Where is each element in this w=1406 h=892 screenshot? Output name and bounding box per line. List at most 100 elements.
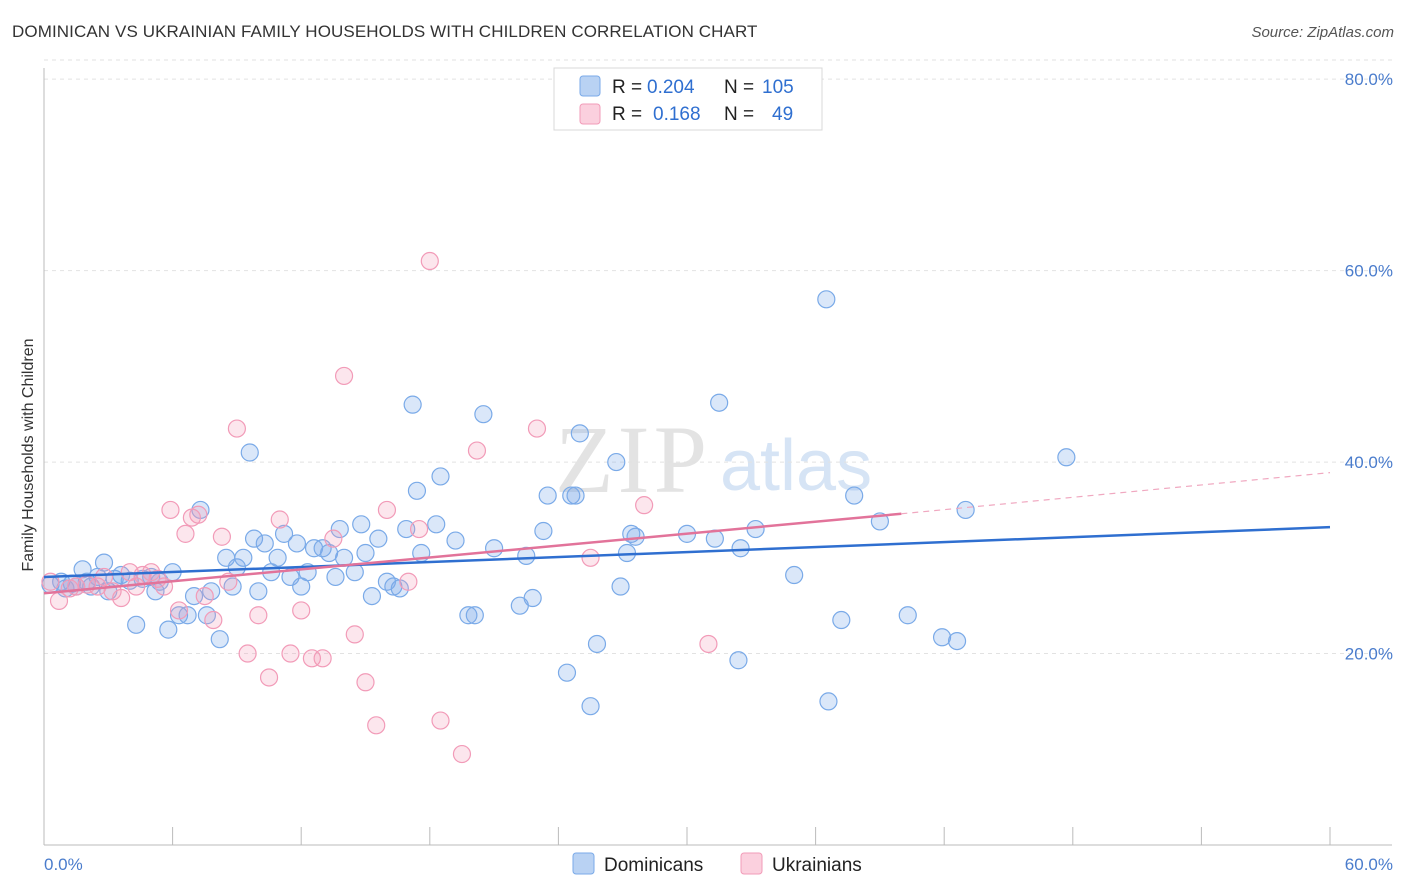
ukrainian-point (377, 500, 397, 520)
dominican-point (184, 586, 204, 606)
legend-swatch-dominicans (579, 75, 601, 97)
dominican-point (1057, 448, 1076, 467)
legend-r-label-2: R = (612, 104, 642, 125)
dominican-point (845, 486, 864, 505)
ukrainian-point (281, 644, 300, 663)
y-tick-label: 40.0% (1345, 453, 1393, 472)
dominican-point (234, 548, 253, 567)
x-tick-labels: 0.0% 60.0% (44, 855, 1393, 874)
dominican-point (431, 467, 450, 486)
ukrainian-point (420, 251, 439, 271)
bottom-legend-dominicans: Dominicans (604, 855, 703, 876)
legend-n-label-1: N = (724, 77, 754, 98)
dominican-point (249, 582, 268, 601)
ukrainian-point (467, 441, 487, 460)
dominican-point (485, 539, 504, 558)
ukrainian-point (60, 579, 79, 598)
dominican-point (581, 697, 600, 716)
ukrainian-point (345, 625, 364, 644)
ukrainian-point (581, 548, 600, 567)
trendlines (43, 472, 1331, 595)
legend-n-label-2: N = (724, 104, 754, 125)
dominican-point (159, 620, 178, 639)
legend-r-value-1: 0.204 (647, 77, 695, 98)
bottom-legend-ukrainians: Ukrainians (772, 855, 862, 876)
dominican-point (397, 519, 416, 539)
dominican-point (587, 634, 607, 654)
dominican-point (562, 486, 581, 505)
dominican-point (178, 606, 197, 625)
bottom-legend-swatch-dominicans (572, 852, 595, 875)
dominican-point (362, 586, 382, 606)
ukrainian-point (356, 673, 375, 692)
dominican-point (819, 692, 838, 711)
x-tick-label-min: 0.0% (44, 855, 83, 874)
dominican-point (210, 630, 229, 649)
ukrainian-point (367, 716, 386, 735)
dominican-point (538, 486, 557, 505)
axes (43, 68, 1392, 846)
ukrainian-point (238, 644, 257, 663)
dominican-point (459, 606, 478, 625)
ukrainian-point (94, 567, 114, 587)
dominican-point (611, 577, 630, 596)
dominican-point (570, 424, 589, 443)
series-dominicans (41, 290, 1076, 716)
dominican-point (274, 524, 294, 543)
y-axis-label: Family Households with Children (20, 339, 37, 572)
ukrainian-point (195, 586, 214, 606)
ukrainian-point (527, 419, 547, 438)
ukrainian-point (249, 606, 268, 625)
dominican-point (326, 567, 345, 587)
dominican-point (244, 529, 264, 548)
ukrainian-point (112, 588, 131, 608)
ukrainian-point (189, 505, 208, 524)
dominican-point (947, 631, 967, 651)
ukrainian-point (431, 711, 450, 730)
dominican-point (729, 651, 748, 670)
ukrainian-point (324, 529, 343, 548)
source-label: Source: ZipAtlas.com (1251, 24, 1394, 41)
dominican-point (832, 610, 851, 630)
ukrainian-point (635, 496, 654, 515)
dominican-point (523, 588, 542, 608)
top-legend: R = 0.204 N = 105 R = 0.168 N = 49 (553, 67, 823, 131)
bottom-legend-swatch-ukrainians (740, 852, 763, 875)
dominican-point (446, 531, 465, 550)
bottom-legend: Dominicans Ukrainians (572, 852, 862, 876)
y-tick-label: 20.0% (1345, 645, 1393, 664)
series-ukrainians (41, 251, 718, 764)
ukrainian-point (270, 510, 289, 529)
dominican-point (427, 515, 446, 534)
ukrainian-point (227, 419, 246, 438)
dominican-point (127, 615, 146, 634)
ukrainian-point (313, 649, 332, 668)
dominican-point (731, 539, 750, 558)
dominican-point (534, 521, 553, 541)
dominican-point (465, 606, 484, 625)
dominican-point (369, 529, 388, 548)
dominican-point (710, 393, 729, 412)
dominican-point (746, 519, 765, 539)
dominican-point (255, 534, 274, 553)
y-tick-label: 80.0% (1345, 70, 1393, 89)
x-tick-label-max: 60.0% (1345, 855, 1393, 874)
ukrainian-point (169, 601, 189, 620)
ukrainian-point (212, 527, 231, 546)
ukrainian-point (176, 524, 195, 543)
dominican-point (403, 395, 422, 414)
dominican-point (785, 565, 804, 585)
ukrainian-point (161, 500, 180, 520)
dominican-point (287, 534, 307, 553)
dominican-point (407, 481, 427, 500)
ukrainian-trendline-extension (901, 472, 1331, 515)
dominican-point (356, 543, 375, 563)
dominican-point (817, 290, 836, 309)
dominican-point (94, 553, 114, 572)
ukrainian-point (334, 366, 354, 386)
ukrainian-point (452, 744, 472, 764)
dominican-point (932, 628, 952, 647)
legend-swatch-ukrainians (579, 103, 601, 125)
dominican-point (607, 452, 626, 472)
